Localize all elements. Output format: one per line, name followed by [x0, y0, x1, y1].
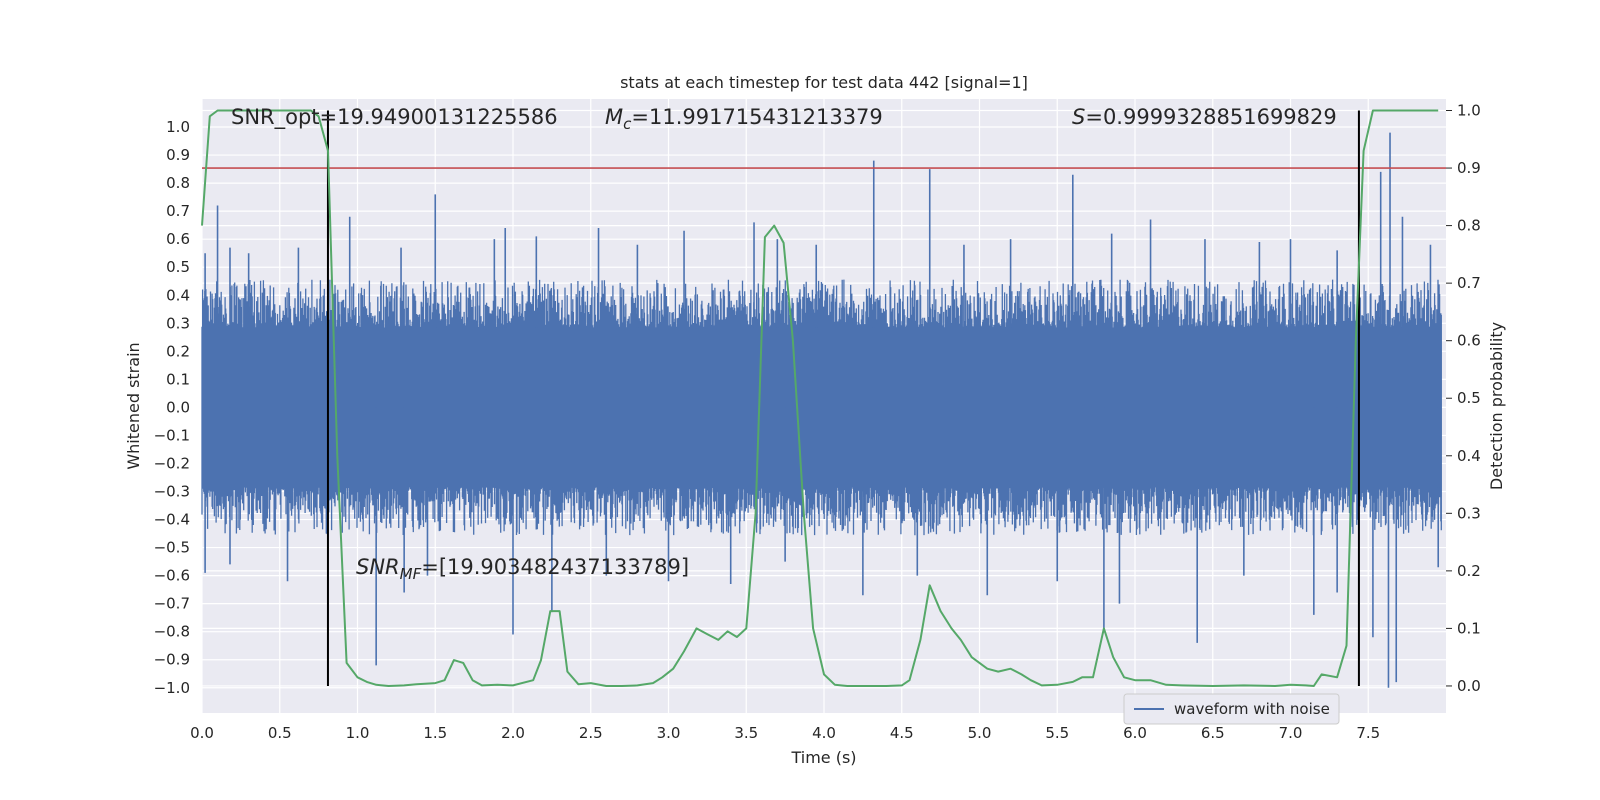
y-tick-label: 0.5	[166, 258, 190, 276]
y2-axis-ticks: 0.0 0.1 0.2 0.3 0.4 0.5 0.6 0.7 0.8 0.9 1.0	[1446, 102, 1481, 695]
y-tick-label: 0.7	[166, 202, 190, 220]
y-tick-label: −0.8	[154, 623, 190, 641]
y-tick-label: 0.2	[166, 342, 190, 360]
x-tick-label: 2.5	[579, 724, 603, 742]
x-axis-ticks: 0.0 0.5 1.0 1.5 2.0 2.5 3.0 3.5 4.0 4.5 5.0 5.5 6.0 6…	[190, 724, 1380, 742]
y2-tick-label: 0.5	[1457, 389, 1481, 407]
x-tick-label: 6.0	[1123, 724, 1147, 742]
x-tick-label: 3.5	[734, 724, 758, 742]
chirp-mass-value: =11.991715431213379	[631, 105, 882, 129]
y2-tick-label: 0.7	[1457, 274, 1481, 292]
snr-mf-subscript: MF	[400, 565, 422, 583]
y2-tick-label: 1.0	[1457, 102, 1481, 120]
snr-mf-annotation: SNRMF=[19.903482437133789]	[356, 555, 689, 583]
waveform-series	[201, 132, 1442, 688]
y-tick-label: 0.0	[166, 398, 190, 416]
s-symbol: S	[1072, 105, 1085, 129]
x-tick-label: 4.0	[812, 724, 836, 742]
y2-tick-label: 0.8	[1457, 217, 1481, 235]
y2-axis-label: Detection probability	[1487, 322, 1506, 490]
y-tick-label: −0.7	[154, 595, 190, 613]
probability-line	[201, 109, 1439, 687]
x-tick-label: 3.0	[657, 724, 681, 742]
x-tick-label: 5.0	[968, 724, 992, 742]
y-tick-label: −0.5	[154, 539, 190, 557]
snr-mf-value: =[19.903482437133789]	[421, 555, 689, 579]
chirp-mass-symbol: M	[605, 105, 623, 129]
y-tick-label: 0.3	[166, 314, 190, 332]
y2-tick-label: 0.1	[1457, 619, 1481, 637]
y-axis-ticks: −1.0 −0.9 −0.8 −0.7 −0.6 −0.5 −0.4 −0.3 −0.2 −0.1…	[154, 118, 190, 697]
x-tick-label: 1.0	[346, 724, 370, 742]
x-tick-label: 0.5	[268, 724, 292, 742]
chirp-mass-subscript: c	[623, 115, 632, 133]
x-axis-label: Time (s)	[790, 748, 856, 767]
legend-box	[1123, 693, 1340, 725]
vertical-markers	[326, 110, 1360, 686]
x-tick-label: 7.0	[1279, 724, 1303, 742]
x-tick-label: 6.5	[1201, 724, 1225, 742]
legend: waveform with noise	[1123, 693, 1340, 725]
y-axis-label: Whitened strain	[124, 342, 143, 469]
waveform-core	[202, 327, 1442, 488]
y-tick-label: −0.4	[154, 511, 190, 529]
snr-mf-symbol: SNR	[356, 555, 400, 579]
x-tick-label: 0.0	[190, 724, 214, 742]
y-tick-label: 0.8	[166, 174, 190, 192]
x-tick-label: 7.5	[1356, 724, 1380, 742]
y2-tick-label: 0.2	[1457, 562, 1481, 580]
y-tick-label: −0.6	[154, 567, 190, 585]
y-tick-label: 0.6	[166, 230, 190, 248]
y2-tick-label: 0.0	[1457, 677, 1481, 695]
y-tick-label: −0.3	[154, 483, 190, 501]
s-value: =0.9999328851699829	[1085, 105, 1336, 129]
y-tick-label: 0.1	[166, 370, 190, 388]
x-tick-label: 2.0	[501, 724, 525, 742]
y2-tick-label: 0.3	[1457, 504, 1481, 522]
y-tick-label: −0.1	[154, 426, 190, 444]
chirp-mass-annotation: Mc=11.991715431213379	[605, 105, 883, 133]
s-annotation: S=0.9999328851699829	[1072, 105, 1337, 129]
y2-tick-label: 0.9	[1457, 159, 1481, 177]
legend-label-waveform: waveform with noise	[1174, 700, 1330, 718]
probability-series	[201, 109, 1439, 687]
y2-tick-label: 0.6	[1457, 332, 1481, 350]
x-tick-label: 1.5	[423, 724, 447, 742]
y-tick-label: −0.9	[154, 651, 190, 669]
snr-opt-annotation: SNR_opt=19.94900131225586	[231, 105, 558, 130]
y-tick-label: 1.0	[166, 118, 190, 136]
y-tick-label: −1.0	[154, 679, 190, 697]
x-tick-label: 5.5	[1045, 724, 1069, 742]
y-tick-label: 0.9	[166, 146, 190, 164]
y-tick-label: 0.4	[166, 286, 190, 304]
y2-tick-label: 0.4	[1457, 447, 1481, 465]
y-tick-label: −0.2	[154, 454, 190, 472]
x-tick-label: 4.5	[890, 724, 914, 742]
chart-title: stats at each timestep for test data 442…	[620, 73, 1028, 92]
